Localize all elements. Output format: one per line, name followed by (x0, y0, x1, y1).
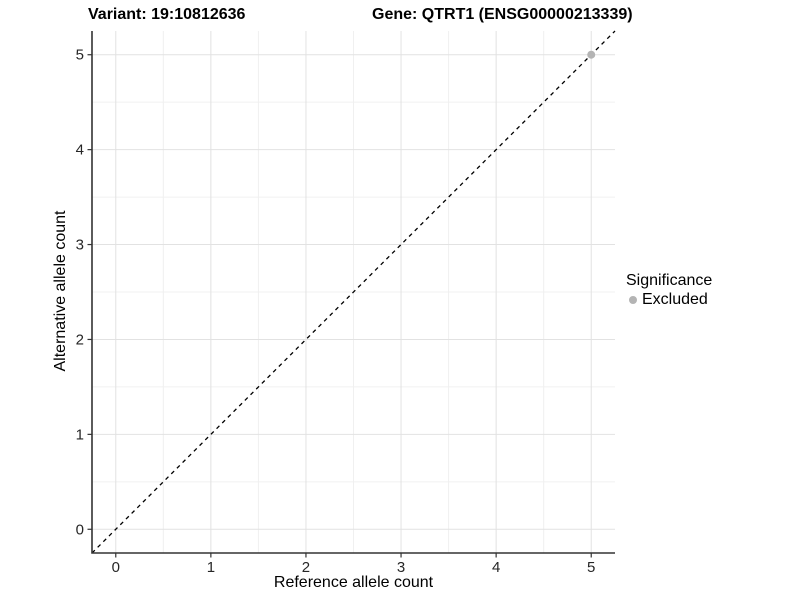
y-tick-label: 3 (76, 237, 84, 254)
y-axis-title: Alternative allele count (52, 210, 69, 372)
y-tick-label: 4 (76, 142, 84, 159)
identity-dashed-line (91, 30, 616, 554)
y-tick-label: 2 (76, 331, 84, 348)
gene-title: Gene: QTRT1 (ENSG00000213339) (372, 6, 633, 23)
axis-lines (91, 31, 615, 554)
legend-title: Significance (626, 272, 713, 289)
y-tick-label: 1 (76, 426, 84, 443)
x-tick-label: 2 (302, 559, 310, 576)
legend-item-label: Excluded (642, 291, 708, 308)
excluded-point-icon (629, 296, 637, 304)
x-tick-label: 0 (112, 559, 120, 576)
data-point-excluded (587, 50, 596, 59)
x-tick-label: 1 (207, 559, 215, 576)
variant-title: Variant: 19:10812636 (88, 6, 246, 23)
x-tick-label: 3 (397, 559, 405, 576)
legend: Significance Excluded (626, 272, 712, 309)
x-axis-title: Reference allele count (273, 574, 434, 591)
x-tick-label: 4 (492, 559, 500, 576)
y-tick-label: 0 (76, 521, 84, 538)
y-tick-label: 5 (76, 47, 84, 64)
x-tick-label: 5 (587, 559, 595, 576)
legend-item-excluded: Excluded (626, 291, 712, 309)
